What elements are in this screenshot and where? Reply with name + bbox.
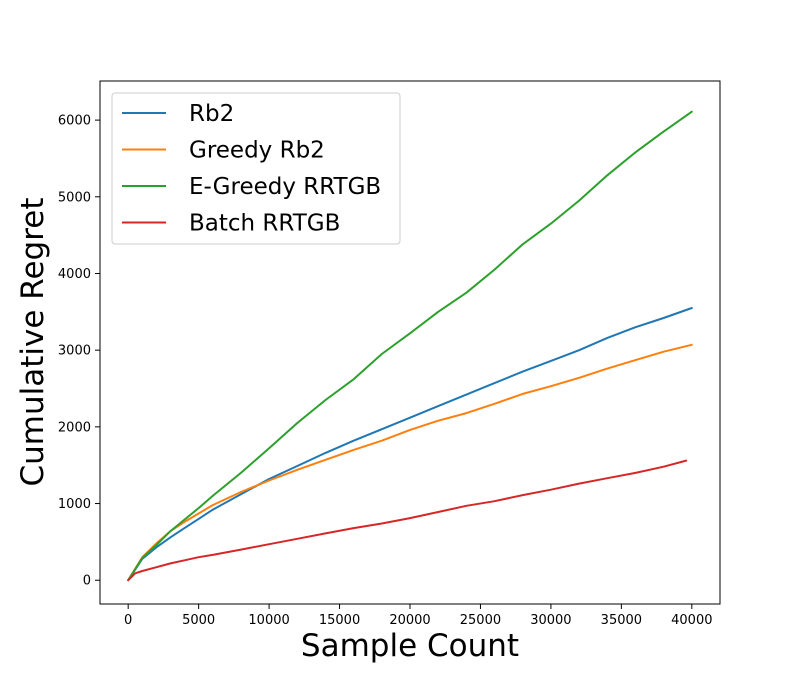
x-tick-label: 0	[124, 613, 132, 628]
y-tick-label: 5000	[58, 190, 91, 205]
y-axis-title: Cumulative Regret	[15, 198, 51, 487]
x-tick-label: 20000	[389, 613, 430, 628]
y-tick-label: 2000	[58, 420, 91, 435]
x-tick-label: 15000	[319, 613, 360, 628]
y-tick-label: 6000	[58, 114, 91, 129]
y-tick-label: 3000	[58, 344, 91, 359]
series-line-2	[127, 110, 693, 582]
series-line-1	[127, 343, 693, 582]
x-axis-title: Sample Count	[301, 628, 519, 664]
y-tick-label: 4000	[58, 267, 91, 282]
series-layer	[127, 110, 693, 582]
x-tick-label: 35000	[601, 613, 642, 628]
x-tick-label: 25000	[460, 613, 501, 628]
series-line-0	[127, 307, 693, 582]
x-tick-label: 40000	[671, 613, 712, 628]
x-tick-label: 30000	[530, 613, 571, 628]
legend-label-3: Batch RRTGB	[189, 211, 340, 237]
legend: Rb2 Greedy Rb2 E-Greedy RRTGB Batch RRTGB	[111, 92, 401, 245]
legend-label-0: Rb2	[189, 101, 234, 127]
series-line-3	[127, 459, 688, 582]
legend-box	[111, 92, 401, 245]
tick-layer: 0 5000 10000 15000 20000 25000 30000 35000 40000…	[58, 114, 713, 628]
x-tick-label: 10000	[248, 613, 289, 628]
y-tick-label: 1000	[58, 497, 91, 512]
y-tick-label: 0	[83, 574, 91, 589]
legend-label-1: Greedy Rb2	[189, 138, 325, 164]
x-tick-label: 5000	[182, 613, 215, 628]
legend-label-2: E-Greedy RRTGB	[189, 174, 381, 200]
